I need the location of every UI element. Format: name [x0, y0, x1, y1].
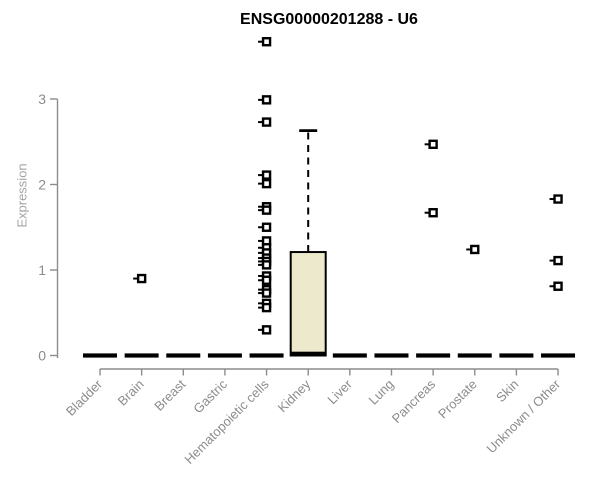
outlier-point: [261, 95, 272, 105]
x-tick-label: Prostate: [435, 377, 480, 422]
outlier-point: [261, 117, 272, 127]
outlier-point: [553, 194, 563, 204]
outlier-point: [261, 170, 272, 180]
outlier-point: [261, 205, 272, 215]
x-tick-label: Gastric: [190, 376, 230, 416]
median-line: [374, 353, 409, 358]
median-line: [499, 353, 534, 358]
outlier-point: [261, 178, 272, 189]
y-tick-label: 1: [38, 262, 46, 278]
outlier-point: [428, 208, 438, 218]
chart-title: ENSG00000201288 - U6: [240, 11, 418, 28]
x-tick-label: Bladder: [63, 376, 106, 419]
y-tick-label: 0: [38, 348, 46, 364]
median-line: [291, 351, 326, 356]
median-line: [124, 353, 159, 358]
outlier-point: [261, 302, 272, 313]
median-line: [416, 353, 451, 358]
outlier-point: [428, 139, 438, 150]
median-line: [332, 353, 367, 358]
x-tick-label: Brain: [115, 377, 147, 409]
x-tick-label: Liver: [324, 376, 355, 407]
outlier-point: [261, 260, 272, 270]
outlier-point: [470, 244, 480, 255]
x-tick-label: Breast: [151, 376, 188, 413]
median-line: [207, 353, 242, 358]
y-tick-label: 2: [38, 177, 46, 193]
outlier-point: [261, 325, 272, 335]
outlier-point: [553, 255, 563, 266]
outlier-point: [261, 222, 272, 232]
median-line: [83, 353, 117, 358]
x-tick-label: Skin: [493, 377, 521, 405]
y-tick-label: 3: [38, 91, 46, 107]
x-tick-label: Pancreas: [389, 376, 439, 426]
outlier-point: [553, 281, 563, 291]
x-tick-label: Kidney: [275, 376, 314, 415]
median-line: [166, 353, 201, 358]
outlier-point: [261, 288, 272, 298]
median-line: [457, 353, 492, 358]
x-tick-label: Unknown / Other: [484, 376, 564, 456]
outlier-point: [261, 275, 272, 285]
median-line: [541, 353, 576, 358]
x-tick-label: Lung: [366, 377, 397, 408]
outlier-point: [261, 37, 272, 47]
box-body: [289, 251, 327, 357]
outlier-point: [136, 273, 147, 284]
median-line: [249, 353, 284, 358]
